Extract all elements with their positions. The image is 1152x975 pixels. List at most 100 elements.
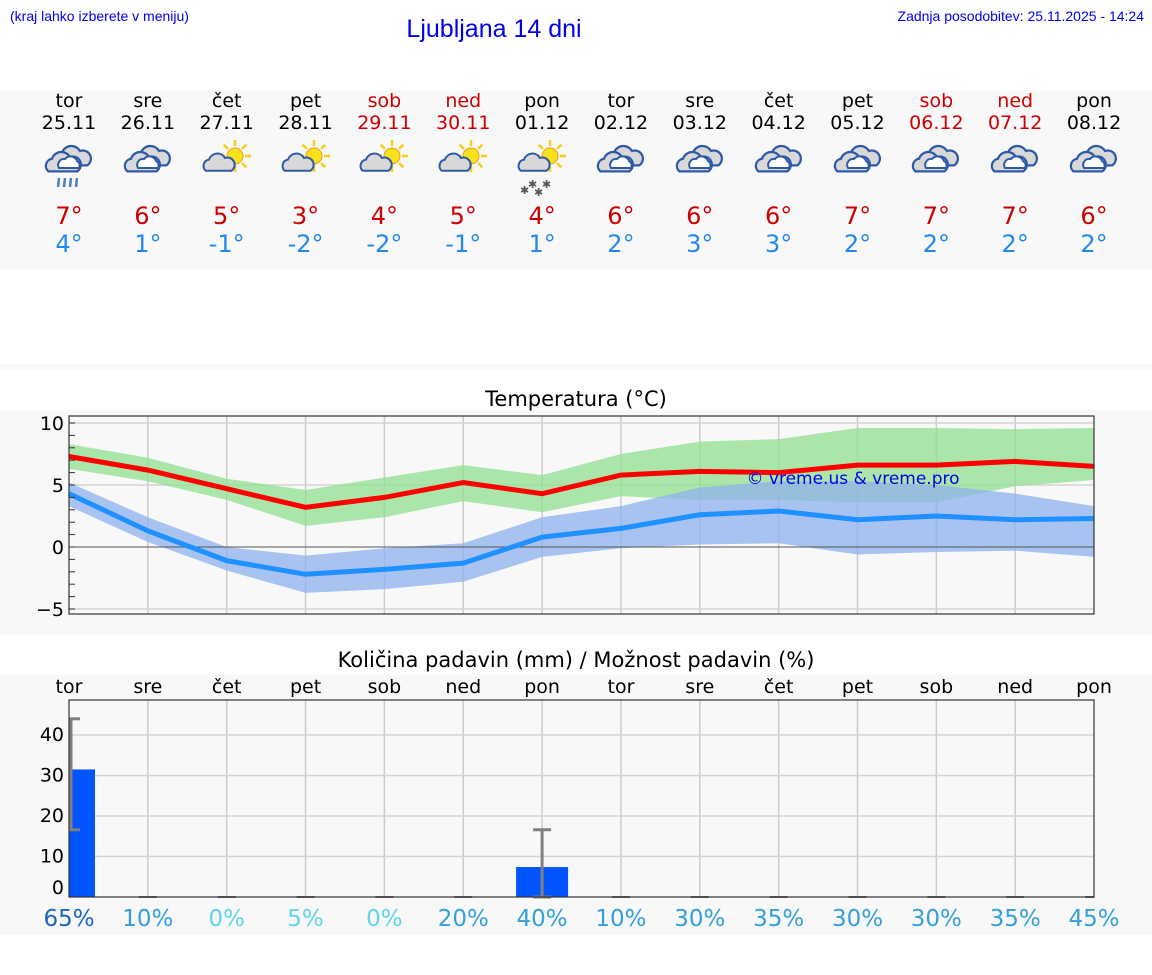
day-date: 29.11 [357,112,412,134]
category-label: čet [764,676,794,698]
partly-sunny-icon [344,140,424,202]
y-tick-label: 20 [40,805,64,827]
probability-label: 30% [911,906,962,932]
day-forecast: sre 03.12 6° 3° [660,90,740,258]
probability-label: 0% [208,906,245,932]
day-forecast: čet 27.11 5° -1° [187,90,267,258]
day-date: 06.12 [909,112,964,134]
category-label: pon [524,676,560,698]
min-temp: 3° [765,230,793,258]
partly-sunny-icon [187,140,267,202]
y-tick-label: 10 [40,846,64,868]
day-forecast: pon 01.12 ✱ ✱ ✱ ✱ 4° 1° [502,90,582,258]
y-tick-label: 5 [52,475,64,497]
category-label: tor [56,676,83,698]
day-forecast: pet 05.12 7° 2° [818,90,898,258]
svg-text:✱: ✱ [542,178,551,191]
probability-label: 5% [287,906,324,932]
min-temp: 1° [134,230,162,258]
svg-text:✱: ✱ [528,178,537,191]
max-temp: 5° [449,202,477,230]
min-temp: 2° [843,230,872,258]
probability-label: 35% [753,906,804,932]
partly-sunny-icon [423,140,503,202]
probability-label: 35% [990,906,1041,932]
day-name: pet [841,90,874,112]
day-name: tor [55,90,83,112]
cloudy-icon [660,140,740,202]
min-temp: 2° [607,230,635,258]
min-temp-band [69,481,1095,593]
day-date: 28.11 [278,112,333,134]
probability-label: 30% [832,906,883,932]
day-date: 26.11 [120,112,176,134]
plot-frame [68,699,1095,898]
day-date: 27.11 [199,112,254,134]
svg-text:✱: ✱ [534,186,543,198]
category-label: sob [368,676,402,698]
watermark: © vreme.us & vreme.pro [746,469,959,489]
probability-label: 30% [674,906,725,932]
max-temp: 7° [55,202,83,230]
y-tick-label: −5 [36,599,64,621]
probability-label: 20% [438,906,489,932]
max-temp: 5° [213,202,241,230]
day-name: tor [607,90,635,112]
plot-area [69,700,1094,897]
partly-sunny-icon [266,140,346,202]
category-label: sre [685,676,714,698]
y-tick-label: 30 [40,765,64,787]
day-forecast: ned 30.11 5° -1° [423,90,503,258]
max-temp: 7° [843,202,872,230]
day-name: pet [289,90,322,112]
max-temp: 6° [686,202,714,230]
min-temp: 3° [686,230,714,258]
probability-label: 0% [366,906,403,932]
daily-forecast-panel: tor 25.11 7° 4° sre 26.11 6° 1° čet 27.11 … [0,90,1152,270]
min-temp: -1° [445,230,482,258]
max-temp: 7° [922,202,950,230]
cloudy-icon [108,140,188,202]
y-tick-label: 0 [52,537,64,559]
category-label: pon [1076,676,1112,698]
y-tick-label: 10 [40,413,64,435]
min-temp: 2° [1001,230,1029,258]
day-name: ned [445,90,482,112]
probability-label: 45% [1068,906,1119,932]
precipitation-chart-title: Količina padavin (mm) / Možnost padavin … [337,648,815,672]
probability-label: 65% [43,906,94,932]
day-date: 08.12 [1066,112,1122,134]
y-tick-label: 0 [52,877,64,899]
day-forecast: sob 29.11 4° -2° [344,90,424,258]
day-name: ned [997,90,1034,112]
day-forecast: sob 06.12 7° 2° [896,90,976,258]
max-temp: 3° [291,202,320,230]
day-date: 01.12 [514,112,570,134]
day-forecast: tor 02.12 6° 2° [581,90,661,258]
min-temp: 4° [55,230,83,258]
day-name: sob [367,90,402,112]
day-forecast: tor 25.11 7° 4° [29,90,109,258]
plot-frame [68,415,1095,615]
day-date: 05.12 [830,112,885,134]
day-name: čet [211,90,242,112]
partly-sunny-snow-icon: ✱ ✱ ✱ ✱ [502,140,582,202]
category-label: ned [997,676,1033,698]
day-forecast: čet 04.12 6° 3° [739,90,819,258]
category-label: pet [290,676,321,698]
min-temp: -2° [366,230,403,258]
cloudy-icon [739,140,819,202]
day-name: sre [685,90,715,112]
location-hint: (kraj lahko izberete v meniju) [10,8,189,24]
category-label: sob [920,676,954,698]
category-label: čet [212,676,242,698]
day-name: čet [763,90,794,112]
cloudy-icon [818,140,898,202]
day-date: 04.12 [751,112,806,134]
min-temp: -1° [208,230,245,258]
day-name: sob [919,90,954,112]
day-forecast: pet 28.11 3° -2° [266,90,346,258]
probability-label: 10% [595,906,646,932]
cloudy-icon [975,140,1055,202]
